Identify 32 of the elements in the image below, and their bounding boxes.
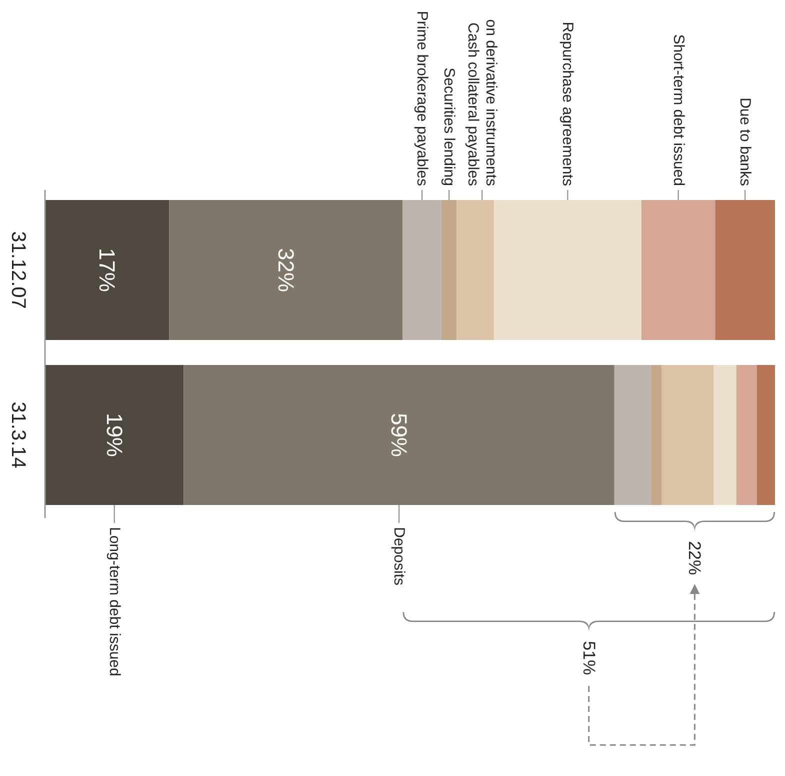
text: Repurchase agreements — [559, 22, 576, 186]
bar — [441, 200, 457, 340]
text: 51% — [579, 640, 598, 676]
bar — [184, 365, 614, 505]
y-tick-label: 31.12.07 — [7, 231, 29, 309]
data-label: 59% — [386, 412, 412, 458]
bar — [714, 365, 736, 505]
data-label: 32% — [273, 248, 298, 292]
bar — [169, 200, 403, 340]
y-tick-label: 31.3.14 — [7, 402, 29, 468]
data-label: 19% — [102, 412, 127, 458]
text: Prime brokerage payables — [414, 10, 431, 186]
bar — [641, 200, 716, 340]
bar — [736, 365, 757, 505]
text: 22% — [685, 540, 704, 576]
bar — [650, 365, 662, 505]
text: Short-term debt issued — [670, 34, 687, 186]
bar — [614, 365, 651, 505]
bar — [494, 200, 642, 340]
bar — [45, 365, 184, 505]
bar — [756, 365, 775, 505]
text: Securities lending — [440, 68, 458, 186]
data-label: 17% — [94, 248, 120, 292]
text: Deposits — [390, 527, 408, 586]
bar — [715, 200, 775, 340]
text: Cash collateral payables on derivative instruments — [464, 19, 500, 186]
bar — [45, 200, 170, 340]
bar — [402, 200, 442, 340]
bar — [456, 200, 494, 340]
text: Due to banks — [736, 98, 754, 186]
text: Long-term debt issued — [106, 527, 123, 676]
bar — [662, 365, 714, 505]
